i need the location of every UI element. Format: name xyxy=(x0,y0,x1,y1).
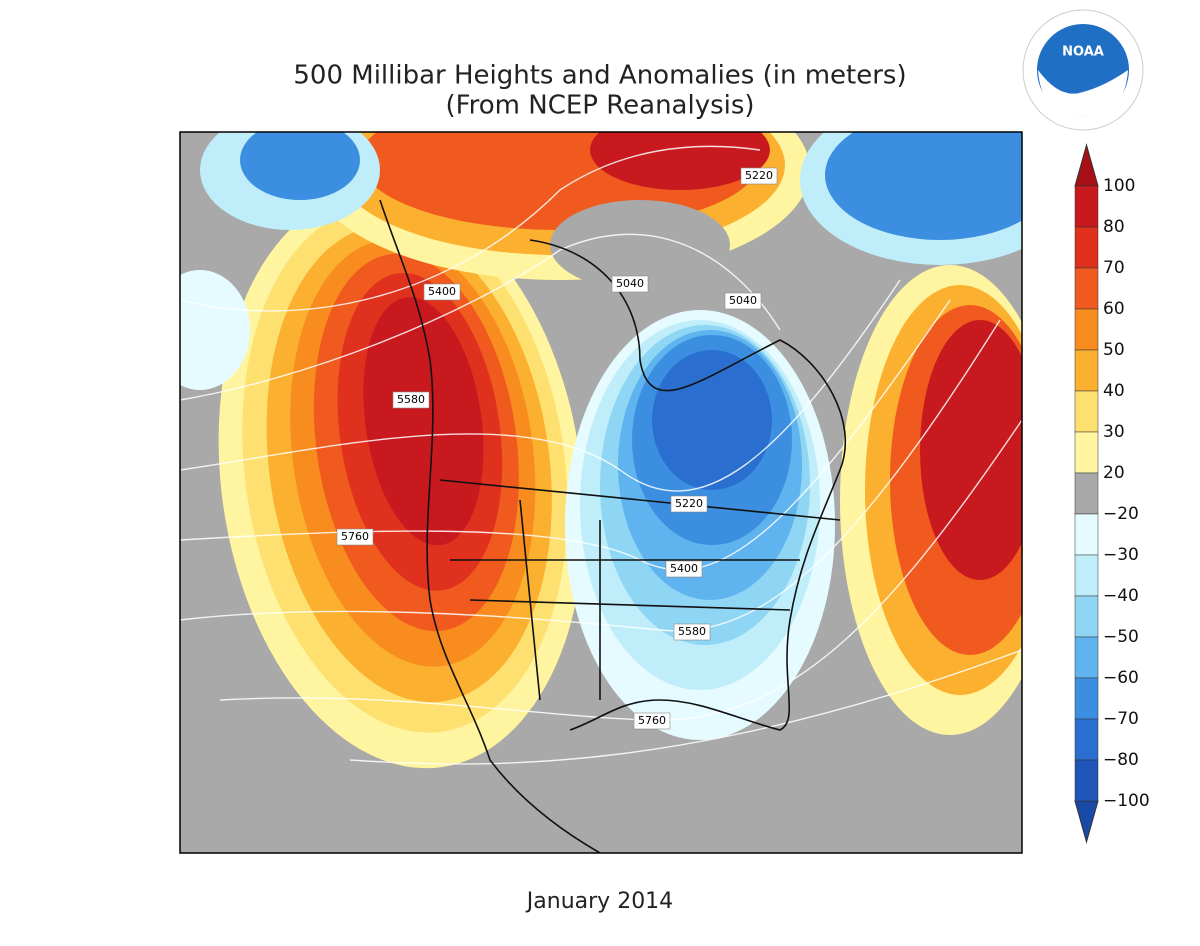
colorbar-label: −70 xyxy=(1103,709,1139,729)
contour-label: 5580 xyxy=(397,393,425,406)
colorbar-band xyxy=(1074,513,1099,556)
colorbar-band xyxy=(1074,554,1099,597)
colorbar-label: −60 xyxy=(1103,668,1139,688)
logo-text: NOAA xyxy=(1062,45,1104,60)
subtitle: (From NCEP Reanalysis) xyxy=(445,91,754,121)
colorbar-label: −100 xyxy=(1103,791,1150,811)
title: 500 Millibar Heights and Anomalies (in m… xyxy=(293,61,906,91)
map-frame xyxy=(179,131,1023,854)
contour-label-box xyxy=(740,167,778,185)
colorbar-band xyxy=(1074,390,1099,433)
colorbar-label: 20 xyxy=(1103,463,1125,483)
contour-label: 5040 xyxy=(616,277,644,290)
contour-label-box xyxy=(336,528,374,546)
colorbar-label: 40 xyxy=(1103,381,1125,401)
date: January 2014 xyxy=(525,889,673,914)
contour-label: 5040 xyxy=(729,294,757,307)
colorbar: 100 80 70 60 50 40 30 20 −20 −30 −40 −50 −60 −70 −80 −1… xyxy=(1074,143,1150,844)
logo: NOAA xyxy=(1022,9,1144,131)
colorbar-label: −40 xyxy=(1103,586,1139,606)
colorbar-band xyxy=(1074,267,1099,310)
colorbar-band xyxy=(1074,718,1099,761)
contour-label: 5400 xyxy=(670,562,698,575)
contour-label: 5220 xyxy=(745,169,773,182)
contour-labels: 5220 5040 5040 5400 5580 5760 5220 5400 5580 5760 xyxy=(336,167,778,730)
colorbar-band xyxy=(1074,185,1099,228)
colorbar-label: −30 xyxy=(1103,545,1139,565)
colorbar-label: −50 xyxy=(1103,627,1139,647)
colorbar-arrow xyxy=(1074,800,1099,844)
colorbar-label: −20 xyxy=(1103,504,1139,524)
contour-label-box xyxy=(724,292,762,310)
colorbar-arrow xyxy=(1074,143,1099,187)
contour-label: 5400 xyxy=(428,285,456,298)
contour-label: 5760 xyxy=(638,714,666,727)
map xyxy=(180,132,1022,853)
colorbar-label: 100 xyxy=(1103,176,1135,196)
colorbar-label: −80 xyxy=(1103,750,1139,770)
contour-label: 5220 xyxy=(675,497,703,510)
contour-label-box xyxy=(423,283,461,301)
contour-label-box xyxy=(611,275,649,293)
colorbar-band xyxy=(1074,431,1099,474)
contour-label-box xyxy=(670,495,708,513)
colorbar-band xyxy=(1074,636,1099,679)
colorbar-band xyxy=(1074,677,1099,720)
colorbar-band xyxy=(1074,595,1099,638)
colorbar-label: 80 xyxy=(1103,217,1125,237)
colorbar-band xyxy=(1074,308,1099,351)
contour-label-box xyxy=(633,712,671,730)
contour-label-box xyxy=(673,623,711,641)
contour-label-box xyxy=(392,391,430,409)
colorbar-band xyxy=(1074,226,1099,269)
colorbar-band xyxy=(1074,349,1099,392)
colorbar-label: 70 xyxy=(1103,258,1125,278)
contour-label: 5580 xyxy=(678,625,706,638)
contour-label: 5760 xyxy=(341,530,369,543)
colorbar-label: 30 xyxy=(1103,422,1125,442)
colorbar-label: 60 xyxy=(1103,299,1125,319)
colorbar-band xyxy=(1074,759,1099,802)
colorbar-label: 50 xyxy=(1103,340,1125,360)
contour-label-box xyxy=(665,560,703,578)
colorbar-band xyxy=(1074,472,1099,515)
